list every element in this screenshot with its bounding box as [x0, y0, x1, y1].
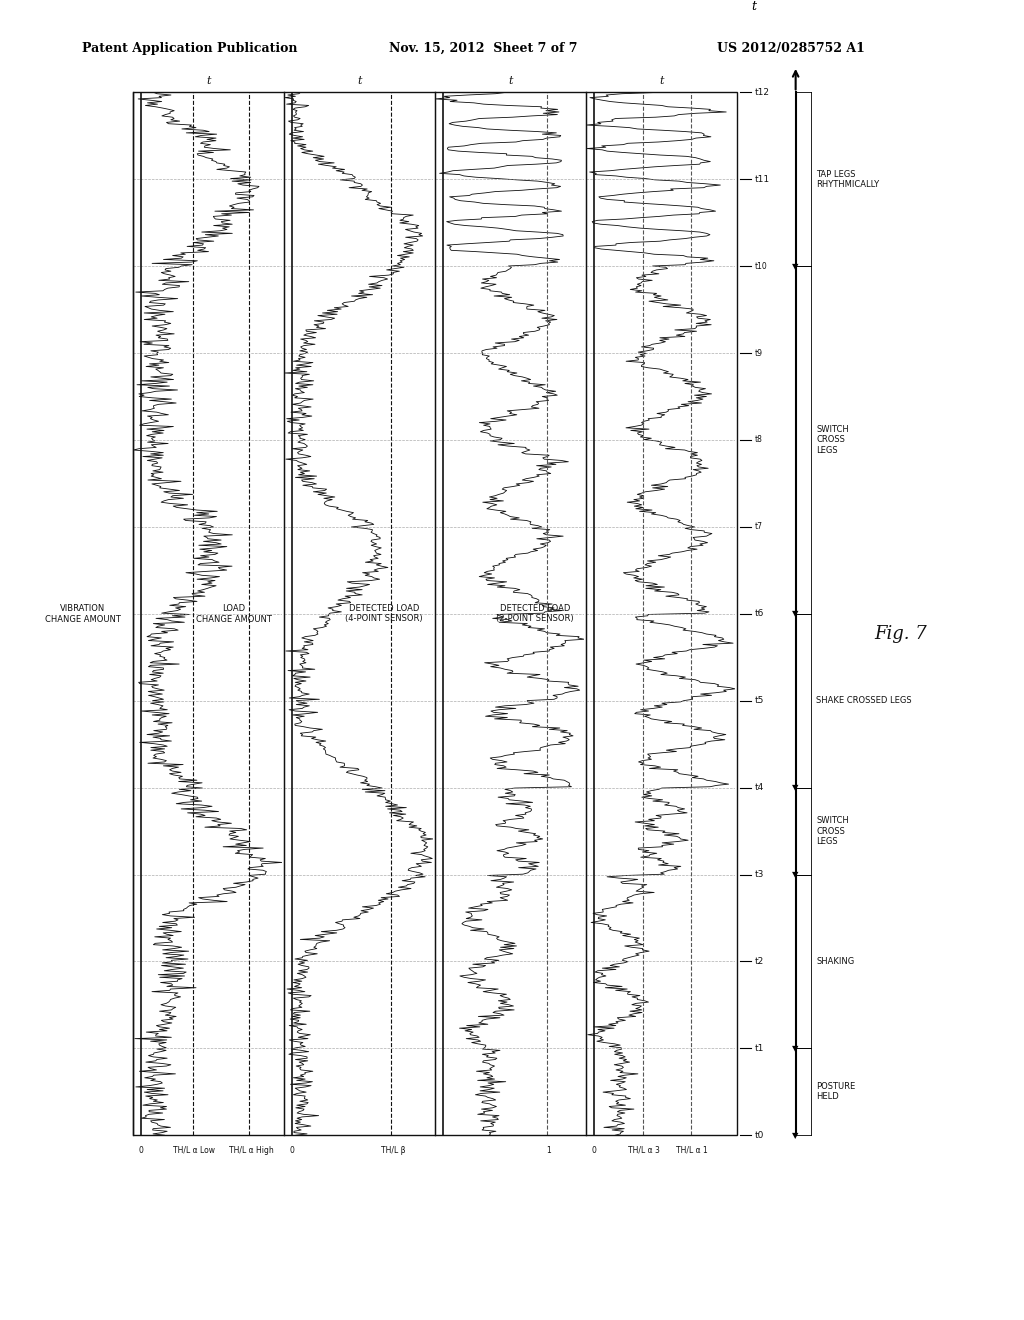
Text: ▼: ▼	[793, 1131, 799, 1139]
Text: t8: t8	[755, 436, 763, 445]
Text: t: t	[357, 75, 361, 86]
Text: t1: t1	[755, 1044, 764, 1053]
Text: POSTURE
HELD: POSTURE HELD	[816, 1082, 855, 1101]
Text: t: t	[752, 0, 757, 13]
Text: t: t	[509, 75, 513, 86]
Text: DETECTED LOAD
(4-POINT SENSOR): DETECTED LOAD (4-POINT SENSOR)	[345, 605, 423, 623]
Text: ▼: ▼	[793, 261, 799, 271]
Text: t10: t10	[755, 261, 767, 271]
Text: SWITCH
CROSS
LEGS: SWITCH CROSS LEGS	[816, 425, 849, 455]
Text: TH/L α 3: TH/L α 3	[628, 1146, 659, 1155]
Text: t9: t9	[755, 348, 763, 358]
Text: VIBRATION
CHANGE AMOUNT: VIBRATION CHANGE AMOUNT	[45, 605, 121, 623]
Text: ▼: ▼	[793, 870, 799, 879]
Text: SWITCH
CROSS
LEGS: SWITCH CROSS LEGS	[816, 816, 849, 846]
Text: t5: t5	[755, 696, 764, 705]
Text: t11: t11	[755, 174, 770, 183]
Text: t3: t3	[755, 870, 764, 879]
Text: t2: t2	[755, 957, 764, 966]
Text: TAP LEGS
RHYTHMICALLY: TAP LEGS RHYTHMICALLY	[816, 169, 880, 189]
Text: 0: 0	[289, 1146, 294, 1155]
Text: t: t	[207, 75, 211, 86]
Text: SHAKE CROSSED LEGS: SHAKE CROSSED LEGS	[816, 696, 911, 705]
Text: 1: 1	[546, 1146, 551, 1155]
Text: SHAKING: SHAKING	[816, 957, 854, 966]
Text: TH/L β: TH/L β	[381, 1146, 406, 1155]
Text: TH/L α 1: TH/L α 1	[676, 1146, 708, 1155]
Text: TH/L α High: TH/L α High	[228, 1146, 273, 1155]
Text: DETECTED LOAD
(2-POINT SENSOR): DETECTED LOAD (2-POINT SENSOR)	[497, 605, 573, 623]
Text: 0: 0	[591, 1146, 596, 1155]
Text: ▼: ▼	[793, 1044, 799, 1053]
Text: 0: 0	[138, 1146, 143, 1155]
Text: t6: t6	[755, 610, 764, 618]
Text: US 2012/0285752 A1: US 2012/0285752 A1	[717, 42, 864, 55]
Text: t12: t12	[755, 88, 770, 96]
Text: t: t	[659, 75, 664, 86]
Text: t7: t7	[755, 523, 763, 532]
Text: ▼: ▼	[793, 783, 799, 792]
Text: Fig. 7: Fig. 7	[874, 624, 928, 643]
Text: t0: t0	[755, 1131, 764, 1139]
Text: ▼: ▼	[793, 610, 799, 618]
Text: Nov. 15, 2012  Sheet 7 of 7: Nov. 15, 2012 Sheet 7 of 7	[389, 42, 578, 55]
Text: TH/L α Low: TH/L α Low	[172, 1146, 215, 1155]
Text: Patent Application Publication: Patent Application Publication	[82, 42, 297, 55]
Text: t4: t4	[755, 783, 764, 792]
Text: LOAD
CHANGE AMOUNT: LOAD CHANGE AMOUNT	[196, 605, 271, 623]
